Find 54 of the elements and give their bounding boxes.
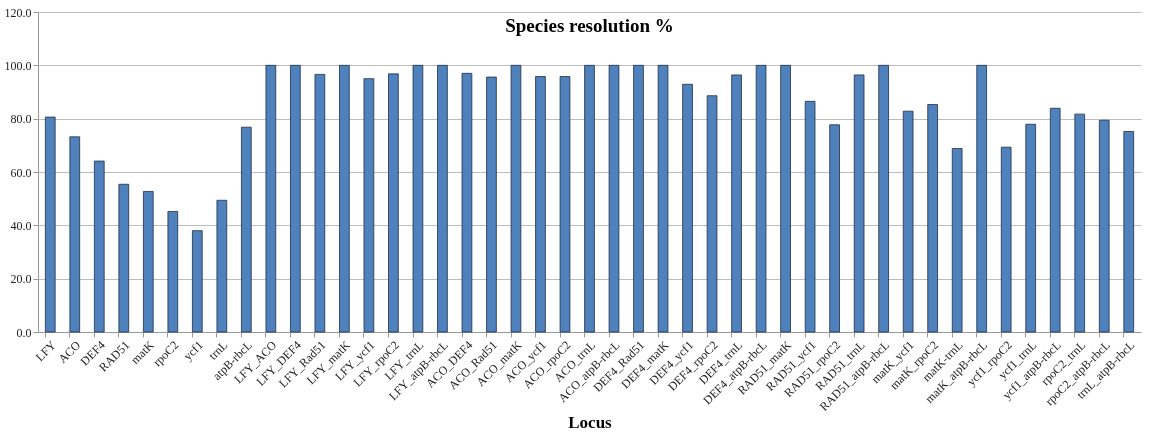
y-tick-label: 40.0: [10, 218, 32, 233]
bar: [192, 230, 203, 333]
bar: [167, 211, 179, 333]
bar: [1025, 123, 1036, 333]
bar: [339, 64, 350, 333]
bar: [951, 148, 963, 333]
bar: [1123, 131, 1135, 333]
bar: [363, 78, 375, 333]
bar: [437, 64, 448, 333]
bar: [265, 64, 277, 333]
bar: [682, 83, 693, 333]
bar: [241, 126, 252, 333]
bar: [412, 64, 424, 333]
bar: [388, 73, 399, 333]
bar: [290, 64, 301, 333]
y-tick-label: 0.0: [16, 325, 32, 340]
bar: [486, 76, 497, 333]
y-tick-label: 80.0: [10, 112, 32, 127]
bar: [755, 64, 767, 333]
x-axis-title: Locus: [568, 412, 613, 432]
bar: [510, 64, 522, 333]
bar: [69, 136, 81, 333]
bar: [461, 72, 473, 333]
bar: [216, 199, 228, 333]
bar: [633, 64, 644, 333]
bar: [1074, 113, 1086, 333]
bar: [927, 104, 938, 333]
bar: [829, 124, 840, 333]
bar: [706, 95, 718, 333]
bar: [976, 64, 987, 333]
bar: [780, 64, 791, 333]
chart-title: Species resolution %: [505, 15, 674, 36]
bar: [1098, 119, 1110, 333]
y-tick-label: 120.0: [4, 5, 32, 20]
y-tick-label: 100.0: [4, 58, 32, 73]
bar: [804, 100, 816, 333]
bar: [559, 76, 571, 333]
bar: [143, 191, 154, 333]
bar: [44, 116, 56, 333]
bar: [878, 64, 889, 333]
bar: [1049, 107, 1061, 333]
bar: [93, 160, 105, 333]
y-tick-label: 20.0: [10, 272, 32, 287]
bar: [657, 64, 669, 333]
bar: [853, 74, 865, 333]
y-tick-label: 60.0: [10, 165, 32, 180]
bar: [535, 76, 546, 333]
bar: [118, 183, 130, 333]
bar: [731, 74, 742, 333]
bar: [1000, 146, 1012, 333]
bar: [314, 74, 326, 333]
bar: [902, 110, 914, 333]
bar: [608, 64, 620, 333]
bar: [584, 64, 595, 333]
